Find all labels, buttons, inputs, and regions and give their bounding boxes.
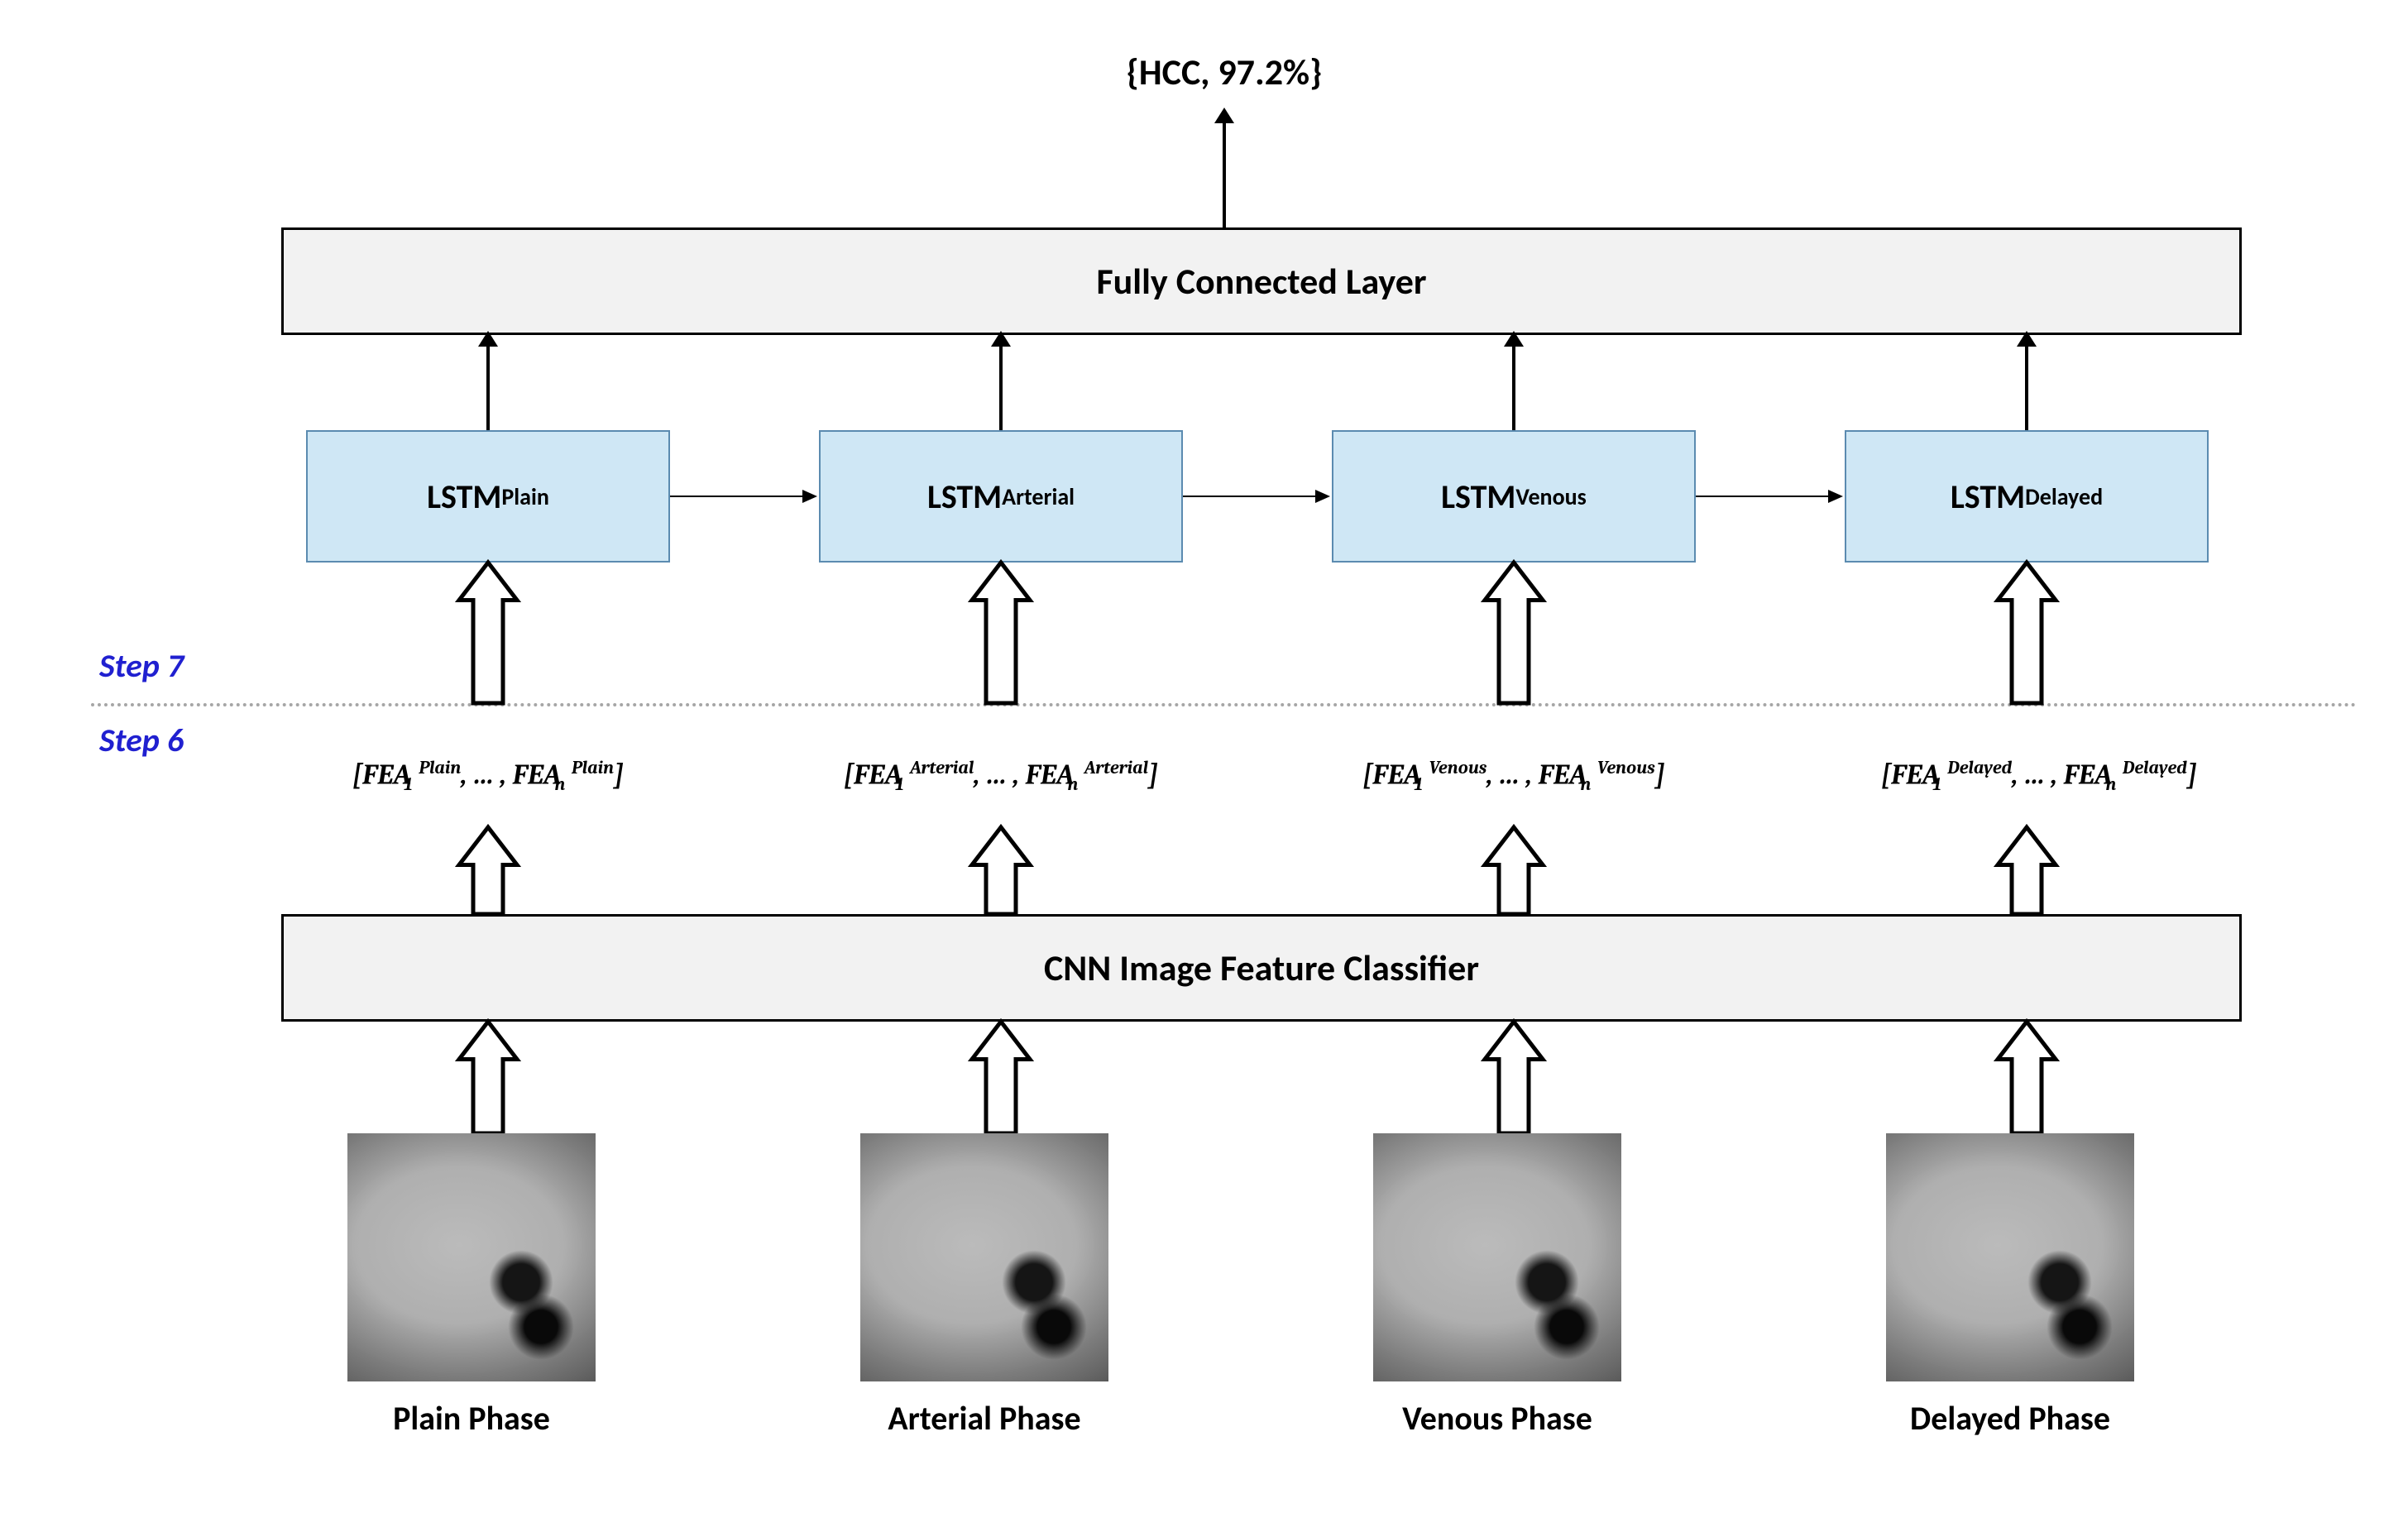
phase-image [1886, 1133, 2134, 1381]
fea-label-delayed: [FEA1Delayed, … , FEAnDelayed] [1766, 757, 2312, 795]
phase-image [1373, 1133, 1621, 1381]
fully-connected-layer: Fully Connected Layer [281, 227, 2242, 335]
lstm-box-arterial: LSTMArterial [819, 430, 1183, 563]
lstm-box-delayed: LSTMDelayed [1845, 430, 2209, 563]
phase-label: Arterial Phase [811, 1398, 1158, 1439]
phase-image [860, 1133, 1108, 1381]
step-6-label: Step 6 [99, 720, 184, 760]
fea-label-venous: [FEA1Venous, … , FEAnVenous] [1266, 757, 1762, 795]
phase-label: Plain Phase [306, 1398, 637, 1439]
phase-label: Venous Phase [1324, 1398, 1671, 1439]
step-7-label: Step 7 [99, 645, 184, 686]
cnn-classifier-box: CNN Image Feature Classifier [281, 914, 2242, 1022]
fea-label-plain: [FEA1Plain, … , FEAnPlain] [244, 757, 732, 795]
lstm-box-plain: LSTMPlain [306, 430, 670, 563]
fea-label-arterial: [FEA1Arterial, … , FEAnArterial] [736, 757, 1266, 795]
output-label: {HCC, 97.2%} [1009, 50, 1439, 99]
lstm-box-venous: LSTMVenous [1332, 430, 1696, 563]
phase-image [347, 1133, 596, 1381]
phase-label: Delayed Phase [1836, 1398, 2184, 1439]
